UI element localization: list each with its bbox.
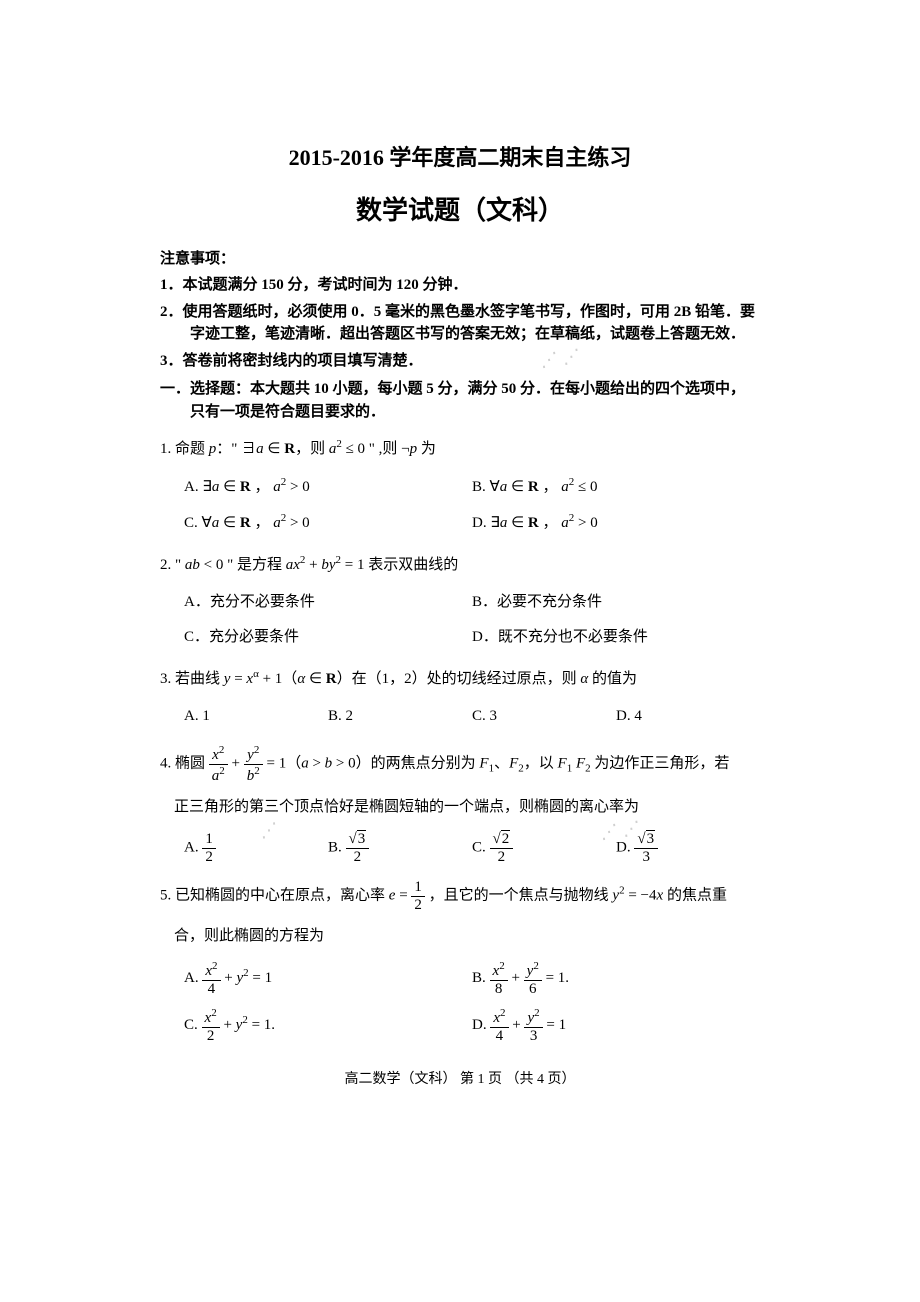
q2-options-row2: C．充分必要条件 D．既不充分也不必要条件 bbox=[160, 624, 760, 651]
q4-option-A: A. 12 bbox=[184, 831, 328, 865]
q1-option-B: B. ∀a ∈ R ， a2 ≤ 0 bbox=[472, 473, 760, 501]
notice-label: 注意事项： bbox=[160, 247, 760, 268]
q5-option-D: D. x24 + y23 = 1 bbox=[472, 1007, 760, 1044]
q3-opt-A-val: 1 bbox=[202, 708, 210, 724]
q3-option-C: C. 3 bbox=[472, 703, 616, 730]
q2-option-B: B．必要不充分条件 bbox=[472, 589, 760, 616]
q5-e-den: 2 bbox=[411, 897, 425, 914]
q5B-den1: 8 bbox=[490, 981, 508, 998]
question-1: 1. 命题 p：" ∃a ∈ R，则 a2 ≤ 0 " ,则 ¬p 为 A. ∃… bbox=[160, 435, 760, 537]
q5C-den: 2 bbox=[202, 1028, 220, 1045]
q3-option-A: A. 1 bbox=[184, 703, 328, 730]
q5-option-B: B. x28 + y26 = 1. bbox=[472, 960, 760, 997]
question-4: 4. 椭圆 x2a2 + y2b2 = 1（a > b > 0）的两焦点分别为 … bbox=[160, 744, 760, 865]
q4A-den: 2 bbox=[202, 849, 216, 866]
q2-option-A: A．充分不必要条件 bbox=[184, 589, 472, 616]
notice-item-1: 1．本试题满分 150 分，考试时间为 120 分钟． bbox=[160, 274, 760, 297]
page-title-subject: 数学试题（文科） bbox=[160, 190, 760, 227]
q1-option-D: D. ∃a ∈ R ， a2 > 0 bbox=[472, 509, 760, 537]
q1-option-A: A. ∃a ∈ R ， a2 > 0 bbox=[184, 473, 472, 501]
question-5: 5. 已知椭圆的中心在原点，离心率 e = 12 ，且它的一个焦点与抛物线 y2… bbox=[160, 879, 760, 1044]
q5-stem-line2: 合，则此椭圆的方程为 bbox=[160, 923, 760, 950]
q1-option-C: C. ∀a ∈ R ， a2 > 0 bbox=[184, 509, 472, 537]
q4B-den: 2 bbox=[346, 849, 370, 866]
q4-option-C: C. 22 bbox=[472, 831, 616, 865]
q4A-num: 1 bbox=[202, 831, 216, 849]
q2-stem: 2. " ab < 0 " 是方程 ax2 + by2 = 1 表示双曲线的 bbox=[160, 551, 760, 579]
q5B-den2: 6 bbox=[524, 981, 542, 998]
q5-options-row1: A. x24 + y2 = 1 B. x28 + y26 = 1. bbox=[160, 960, 760, 997]
q1-options-row1: A. ∃a ∈ R ， a2 > 0 B. ∀a ∈ R ， a2 ≤ 0 bbox=[160, 473, 760, 501]
q3-option-B: B. 2 bbox=[328, 703, 472, 730]
q4D-den: 3 bbox=[634, 849, 658, 866]
q3-options: A. 1 B. 2 C. 3 D. 4 bbox=[160, 703, 760, 730]
q5A-den: 4 bbox=[202, 981, 220, 998]
q1-options-row2: C. ∀a ∈ R ， a2 > 0 D. ∃a ∈ R ， a2 > 0 bbox=[160, 509, 760, 537]
q5-options-row2: C. x22 + y2 = 1. D. x24 + y23 = 1 bbox=[160, 1007, 760, 1044]
q3-opt-C-val: 3 bbox=[490, 708, 498, 724]
q4-stem-line2: 正三角形的第三个顶点恰好是椭圆短轴的一个端点，则椭圆的离心率为 bbox=[160, 794, 760, 821]
notice-item-3: 3．答卷前将密封线内的项目填写清楚． bbox=[160, 350, 760, 373]
q5-option-C: C. x22 + y2 = 1. bbox=[184, 1007, 472, 1044]
section-1-header: 一．选择题：本大题共 10 小题，每小题 5 分，满分 50 分．在每小题给出的… bbox=[160, 378, 760, 423]
q2-option-D: D．既不充分也不必要条件 bbox=[472, 624, 760, 651]
q4C-den: 2 bbox=[490, 849, 514, 866]
q3-stem: 3. 若曲线 y = xα + 1（α ∈ R）在（1，2）处的切线经过原点，则… bbox=[160, 665, 760, 693]
q5D-den2: 3 bbox=[524, 1028, 542, 1045]
q2-option-C: C．充分必要条件 bbox=[184, 624, 472, 651]
question-3: 3. 若曲线 y = xα + 1（α ∈ R）在（1，2）处的切线经过原点，则… bbox=[160, 665, 760, 730]
page-title-year: 2015-2016 学年度高二期末自主练习 bbox=[160, 140, 760, 172]
q4-stem-line1: 4. 椭圆 x2a2 + y2b2 = 1（a > b > 0）的两焦点分别为 … bbox=[160, 744, 760, 784]
q5-stem-line1: 5. 已知椭圆的中心在原点，离心率 e = 12 ，且它的一个焦点与抛物线 y2… bbox=[160, 879, 760, 913]
q4-options: A. 12 B. 32 C. 22 D. 33 bbox=[160, 831, 760, 865]
q2-options-row1: A．充分不必要条件 B．必要不充分条件 bbox=[160, 589, 760, 616]
q1-stem: 1. 命题 p：" ∃a ∈ R，则 a2 ≤ 0 " ,则 ¬p 为 bbox=[160, 435, 760, 463]
question-2: 2. " ab < 0 " 是方程 ax2 + by2 = 1 表示双曲线的 A… bbox=[160, 551, 760, 651]
notice-item-2: 2．使用答题纸时，必须使用 0．5 毫米的黑色墨水签字笔书写，作图时，可用 2B… bbox=[160, 301, 760, 346]
q3-opt-B-val: 2 bbox=[346, 708, 354, 724]
q3-option-D: D. 4 bbox=[616, 703, 760, 730]
q5D-den1: 4 bbox=[490, 1028, 508, 1045]
q3-opt-D-val: 4 bbox=[634, 708, 642, 724]
q4-option-D: D. 33 bbox=[616, 831, 760, 865]
q5-e-num: 1 bbox=[411, 879, 425, 897]
page-footer: 高二数学（文科） 第 1 页 （共 4 页） bbox=[160, 1068, 760, 1088]
q5-option-A: A. x24 + y2 = 1 bbox=[184, 960, 472, 997]
q4-option-B: B. 32 bbox=[328, 831, 472, 865]
